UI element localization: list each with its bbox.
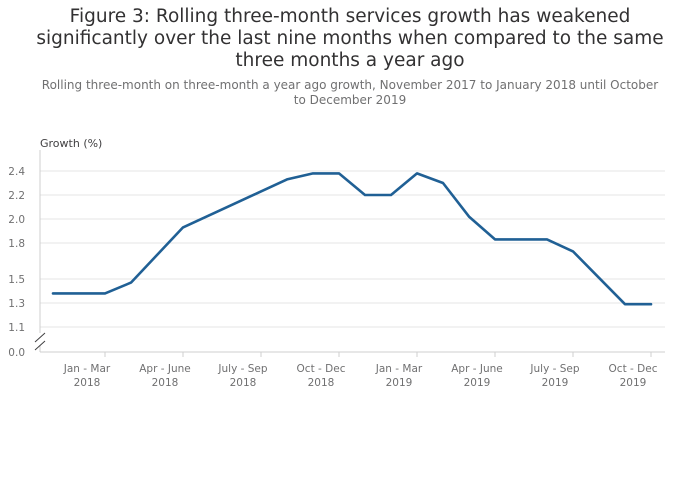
x-tick-year: 2019	[542, 377, 569, 389]
x-tick-label: Oct - Dec	[609, 363, 658, 375]
axes	[34, 150, 665, 353]
y-axis-label: Growth (%)	[40, 137, 102, 150]
chart-title: Figure 3: Rolling three-month services g…	[36, 6, 664, 71]
series-line	[51, 172, 653, 306]
y-tick-label: 1.1	[8, 322, 25, 334]
x-tick-label: Apr - June	[139, 363, 191, 375]
x-tick-label: Apr - June	[451, 363, 503, 375]
y-tick-label: 2.4	[8, 166, 25, 178]
x-tick-year: 2019	[464, 377, 491, 389]
y-tick-label: 1.3	[8, 298, 25, 310]
x-tick-label: Jan - Mar	[375, 363, 423, 375]
y-tick-label: 1.5	[8, 274, 25, 286]
x-tick-label: July - Sep	[529, 363, 579, 375]
x-tick-label: Jan - Mar	[63, 363, 111, 375]
x-tick-year: 2018	[230, 377, 257, 389]
x-tick-year: 2018	[152, 377, 179, 389]
chart-subtitle: Rolling three-month on three-month a yea…	[41, 78, 659, 107]
x-tick-year: 2019	[386, 377, 413, 389]
y-tick-label: 2.0	[8, 214, 25, 226]
y-tick-label: 2.2	[8, 190, 25, 202]
y-axis-ticks: 0.0 1.1 1.3 1.5 1.8 2.0 2.2 2.4	[8, 166, 25, 359]
x-axis-ticks: Jan - Mar 2018 Apr - June 2018 July - Sep 201…	[63, 352, 658, 389]
y-tick-label: 1.8	[8, 238, 25, 250]
x-tick-label: July - Sep	[217, 363, 267, 375]
axis-break-marker	[34, 332, 46, 351]
x-tick-year: 2018	[308, 377, 335, 389]
x-tick-year: 2019	[620, 377, 647, 389]
x-tick-year: 2018	[74, 377, 101, 389]
x-tick-label: Oct - Dec	[297, 363, 346, 375]
y-tick-label: 0.0	[8, 347, 25, 359]
series-group	[51, 172, 653, 306]
gridlines	[40, 170, 665, 328]
